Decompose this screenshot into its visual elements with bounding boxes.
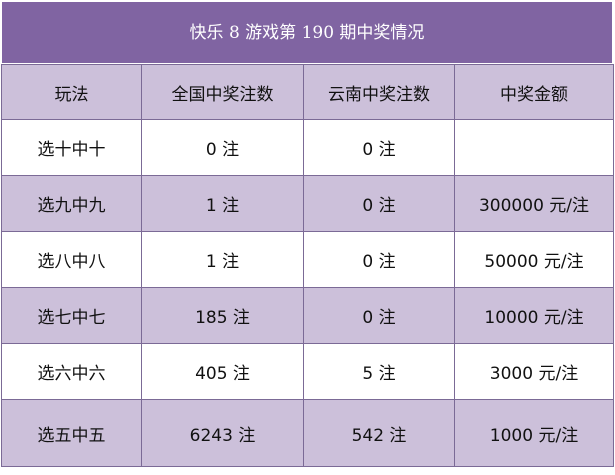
table-row: 选九中九 1 注 0 注 300000 元/注 [1, 175, 614, 232]
yunnan-count-cell: 542 注 [303, 399, 455, 467]
national-count-cell: 405 注 [141, 343, 304, 400]
yunnan-count-cell: 0 注 [303, 231, 455, 288]
play-cell: 选七中七 [1, 287, 142, 344]
table-title: 快乐 8 游戏第 190 期中奖情况 [1, 1, 613, 64]
yunnan-count-cell: 5 注 [303, 343, 455, 400]
prize-amount-cell: 10000 元/注 [454, 287, 614, 344]
table-row: 选十中十 0 注 0 注 [1, 119, 614, 176]
national-count-cell: 1 注 [141, 231, 304, 288]
play-cell: 选八中八 [1, 231, 142, 288]
yunnan-count-cell: 0 注 [303, 175, 455, 232]
national-count-cell: 185 注 [141, 287, 304, 344]
prize-amount-cell: 50000 元/注 [454, 231, 614, 288]
national-count-cell: 6243 注 [141, 399, 304, 467]
header-yunnan-count: 云南中奖注数 [303, 64, 455, 120]
header-play: 玩法 [1, 64, 142, 120]
header-national-count: 全国中奖注数 [141, 64, 304, 120]
play-cell: 选十中十 [1, 119, 142, 176]
national-count-cell: 0 注 [141, 119, 304, 176]
yunnan-count-cell: 0 注 [303, 119, 455, 176]
play-cell: 选五中五 [1, 399, 142, 467]
prize-amount-cell: 1000 元/注 [454, 399, 614, 467]
table-row: 选五中五 6243 注 542 注 1000 元/注 [1, 399, 614, 467]
play-cell: 选九中九 [1, 175, 142, 232]
table-row: 选七中七 185 注 0 注 10000 元/注 [1, 287, 614, 344]
table-row: 选八中八 1 注 0 注 50000 元/注 [1, 231, 614, 288]
prize-table: 玩法 全国中奖注数 云南中奖注数 中奖金额 选十中十 0 注 0 注 选九中九 … [1, 64, 614, 467]
prize-amount-cell: 300000 元/注 [454, 175, 614, 232]
national-count-cell: 1 注 [141, 175, 304, 232]
prize-amount-cell [454, 119, 614, 176]
header-prize-amount: 中奖金额 [454, 64, 614, 120]
yunnan-count-cell: 0 注 [303, 287, 455, 344]
header-row: 玩法 全国中奖注数 云南中奖注数 中奖金额 [1, 64, 614, 120]
table-row: 选六中六 405 注 5 注 3000 元/注 [1, 343, 614, 400]
prize-amount-cell: 3000 元/注 [454, 343, 614, 400]
play-cell: 选六中六 [1, 343, 142, 400]
